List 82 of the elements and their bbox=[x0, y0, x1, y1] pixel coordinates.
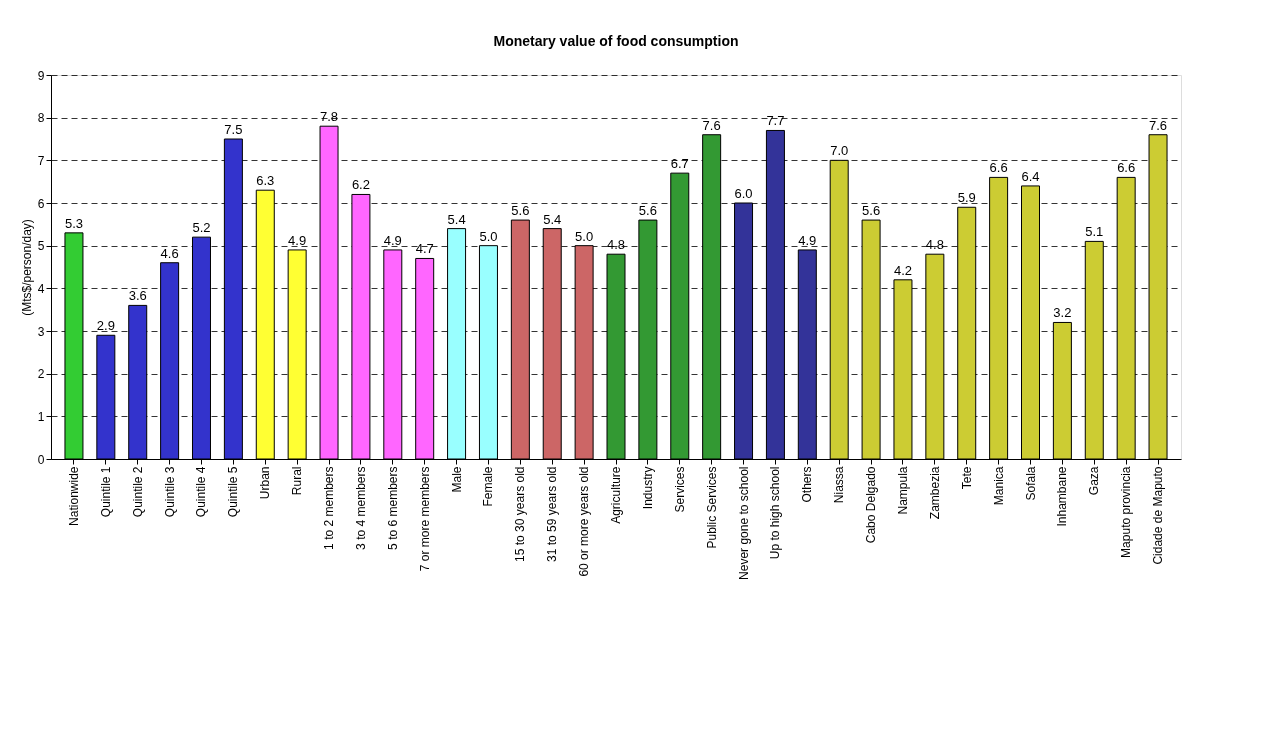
x-tick-label: Quintile 3 bbox=[162, 466, 177, 518]
data-label: 7.0 bbox=[830, 143, 849, 159]
data-label: 7.6 bbox=[702, 117, 721, 133]
y-tick-label: 6 bbox=[37, 196, 45, 211]
data-label: 4.6 bbox=[160, 245, 179, 261]
x-tick-label: Cidade de Maputo bbox=[1151, 466, 1166, 565]
x-tick-label: Agriculture bbox=[609, 466, 623, 524]
y-tick-label: 2 bbox=[37, 367, 45, 382]
data-label: 4.9 bbox=[288, 232, 307, 248]
data-label: 7.5 bbox=[224, 122, 243, 137]
x-tick-label: 15 to 30 years old bbox=[513, 466, 528, 562]
data-label: 5.6 bbox=[862, 203, 881, 219]
x-tick-label: Manica bbox=[991, 466, 1006, 506]
x-tick-label: Cabo Delgado bbox=[864, 466, 879, 544]
x-tick-label: 31 to 59 years old bbox=[545, 466, 560, 562]
y-tick-label: 9 bbox=[37, 68, 45, 83]
y-tick-label: 1 bbox=[37, 409, 45, 424]
data-label: 5.4 bbox=[543, 211, 562, 227]
data-label: 5.4 bbox=[447, 211, 466, 227]
x-tick-label: Quintile 2 bbox=[130, 466, 145, 518]
data-label: 5.6 bbox=[511, 203, 530, 219]
data-label: 5.0 bbox=[575, 228, 594, 244]
data-label: 4.9 bbox=[383, 232, 402, 248]
data-label: 6.2 bbox=[351, 177, 370, 193]
x-tick-label: Zambezia bbox=[927, 466, 942, 520]
data-label: 6.4 bbox=[1021, 168, 1040, 184]
data-label: 2.9 bbox=[96, 318, 115, 334]
x-tick-label: 3 to 4 members bbox=[353, 466, 368, 550]
x-tick-label: Quintile 5 bbox=[226, 466, 241, 518]
data-label: 6.6 bbox=[1117, 160, 1136, 176]
x-tick-label: Male bbox=[449, 466, 464, 493]
data-label: 5.1 bbox=[1085, 224, 1104, 240]
data-label: 4.8 bbox=[925, 237, 944, 253]
x-tick-label: 60 or more years old bbox=[577, 466, 592, 577]
x-tick-label: Nampula bbox=[895, 466, 910, 515]
x-tick-label: Maputo provincia bbox=[1119, 466, 1134, 558]
y-axis-title: (Mts$/person/day) bbox=[19, 219, 34, 316]
x-tick-label: Quintile 4 bbox=[194, 466, 209, 518]
x-tick-label: Up to high school bbox=[768, 466, 783, 560]
data-label: 7.7 bbox=[766, 113, 785, 129]
x-tick-label: Inhambane bbox=[1055, 466, 1070, 527]
y-tick-label: 4 bbox=[37, 281, 45, 296]
data-label: 6.3 bbox=[256, 173, 275, 189]
x-tick-label: Nationwide bbox=[66, 466, 81, 526]
x-tick-label: Tete bbox=[959, 466, 974, 490]
data-label: 4.8 bbox=[606, 237, 626, 253]
data-label: 4.2 bbox=[893, 262, 912, 278]
x-tick-label: 1 to 2 members bbox=[322, 466, 337, 550]
x-tick-label: Rural bbox=[290, 466, 305, 496]
x-tick-label: Niassa bbox=[832, 466, 847, 504]
data-label: 5.9 bbox=[957, 190, 976, 206]
data-label: 7.8 bbox=[320, 109, 339, 125]
y-tick-label: 3 bbox=[37, 324, 45, 339]
data-label: 3.2 bbox=[1053, 305, 1072, 321]
y-tick-label: 0 bbox=[37, 452, 45, 467]
x-tick-label: Public Services bbox=[704, 466, 719, 549]
x-tick-label: Female bbox=[481, 466, 496, 507]
data-label: 7.6 bbox=[1149, 117, 1168, 133]
chart-title: Monetary value of food consumption bbox=[493, 33, 739, 49]
x-tick-label: Others bbox=[800, 466, 815, 503]
data-label: 5.2 bbox=[192, 220, 211, 236]
data-label: 5.0 bbox=[479, 228, 498, 244]
y-tick-label: 8 bbox=[37, 111, 45, 126]
data-label: 4.7 bbox=[415, 241, 434, 257]
x-tick-label: Never gone to school bbox=[736, 466, 751, 580]
x-tick-label: 5 to 6 members bbox=[385, 466, 400, 550]
x-tick-label: Sofala bbox=[1023, 466, 1038, 501]
y-tick-label: 5 bbox=[37, 239, 45, 254]
data-label: 3.6 bbox=[128, 288, 147, 304]
data-label: 5.3 bbox=[64, 215, 83, 231]
data-label: 4.9 bbox=[798, 232, 817, 248]
data-label: 6.6 bbox=[989, 160, 1008, 176]
y-tick-label: 7 bbox=[37, 153, 45, 168]
data-label: 5.6 bbox=[638, 203, 657, 219]
x-tick-label: Services bbox=[672, 466, 687, 513]
data-label: 6.7 bbox=[670, 156, 689, 172]
x-tick-label: Industry bbox=[640, 466, 655, 510]
x-tick-label: Quintile 1 bbox=[98, 466, 113, 518]
x-tick-label: 7 or more members bbox=[417, 466, 432, 572]
x-tick-label: Urban bbox=[258, 466, 273, 500]
x-tick-label: Gaza bbox=[1087, 466, 1102, 496]
data-label: 6.0 bbox=[734, 186, 753, 201]
